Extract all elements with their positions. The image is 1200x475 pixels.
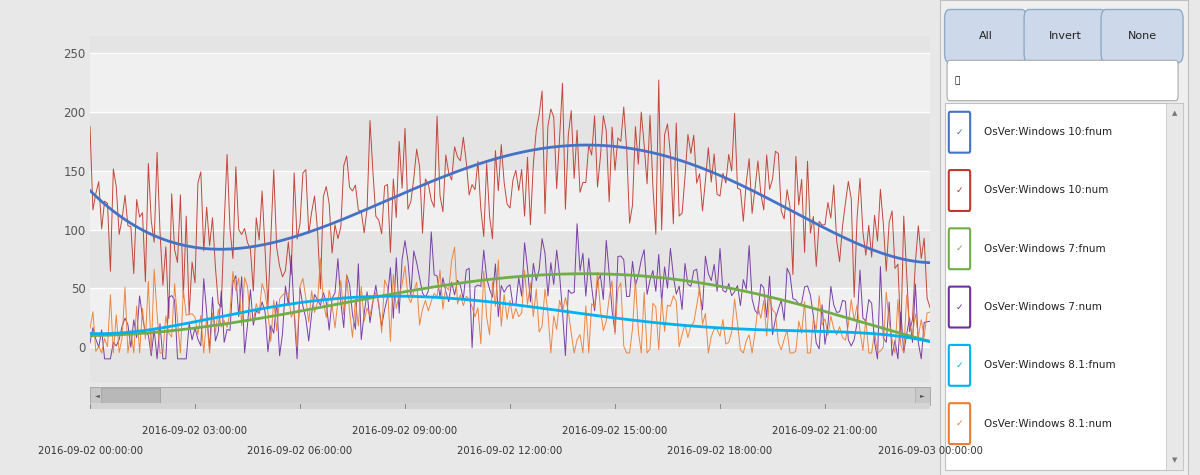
- Text: ►: ►: [920, 393, 925, 398]
- Bar: [90, 387, 106, 405]
- Text: ▼: ▼: [1171, 457, 1177, 463]
- FancyBboxPatch shape: [944, 10, 1026, 63]
- Text: ◄: ◄: [95, 393, 100, 398]
- FancyBboxPatch shape: [1024, 10, 1106, 63]
- Bar: [90, 53, 930, 112]
- Text: OsVer:Windows 10:num: OsVer:Windows 10:num: [984, 186, 1108, 196]
- FancyBboxPatch shape: [102, 388, 161, 403]
- Text: OsVer:Windows 7:num: OsVer:Windows 7:num: [984, 302, 1102, 312]
- FancyBboxPatch shape: [947, 60, 1178, 101]
- Text: 2016-09-02 21:00:00: 2016-09-02 21:00:00: [773, 426, 877, 436]
- FancyBboxPatch shape: [949, 345, 970, 386]
- Text: ▲: ▲: [1171, 111, 1177, 116]
- FancyBboxPatch shape: [949, 170, 970, 211]
- Text: ✓: ✓: [955, 186, 964, 195]
- FancyBboxPatch shape: [949, 286, 970, 327]
- Text: OsVer:Windows 10:fnum: OsVer:Windows 10:fnum: [984, 127, 1112, 137]
- FancyBboxPatch shape: [949, 403, 970, 444]
- Bar: [90, 229, 930, 288]
- Bar: [914, 387, 930, 405]
- Text: 2016-09-03 00:00:00: 2016-09-03 00:00:00: [877, 446, 983, 456]
- Bar: [90, 36, 930, 53]
- Text: ✓: ✓: [955, 303, 964, 312]
- Text: ✓: ✓: [955, 128, 964, 137]
- Bar: [944, 103, 1183, 470]
- Text: 2016-09-02 12:00:00: 2016-09-02 12:00:00: [457, 446, 563, 456]
- Text: 2016-09-02 15:00:00: 2016-09-02 15:00:00: [563, 426, 667, 436]
- Text: 2016-09-02 03:00:00: 2016-09-02 03:00:00: [143, 426, 247, 436]
- Text: 2016-09-02 06:00:00: 2016-09-02 06:00:00: [247, 446, 353, 456]
- Text: OsVer:Windows 8.1:num: OsVer:Windows 8.1:num: [984, 418, 1111, 428]
- Text: 2016-09-02 09:00:00: 2016-09-02 09:00:00: [353, 426, 457, 436]
- Text: ✓: ✓: [955, 244, 964, 253]
- Bar: [90, 112, 930, 171]
- Bar: [90, 347, 930, 382]
- Text: OsVer:Windows 8.1:fnum: OsVer:Windows 8.1:fnum: [984, 361, 1116, 370]
- FancyBboxPatch shape: [949, 112, 970, 152]
- Text: ✓: ✓: [955, 361, 964, 370]
- Bar: [90, 288, 930, 347]
- FancyBboxPatch shape: [949, 228, 970, 269]
- Text: 🔍: 🔍: [954, 76, 960, 85]
- Text: None: None: [1128, 31, 1157, 41]
- Text: ✓: ✓: [955, 419, 964, 428]
- Text: Invert: Invert: [1049, 31, 1081, 41]
- Text: 2016-09-02 00:00:00: 2016-09-02 00:00:00: [37, 446, 143, 456]
- Text: OsVer:Windows 7:fnum: OsVer:Windows 7:fnum: [984, 244, 1105, 254]
- Text: 2016-09-02 18:00:00: 2016-09-02 18:00:00: [667, 446, 773, 456]
- Bar: [90, 171, 930, 229]
- Text: All: All: [979, 31, 992, 41]
- FancyBboxPatch shape: [1102, 10, 1183, 63]
- Bar: [1165, 103, 1183, 470]
